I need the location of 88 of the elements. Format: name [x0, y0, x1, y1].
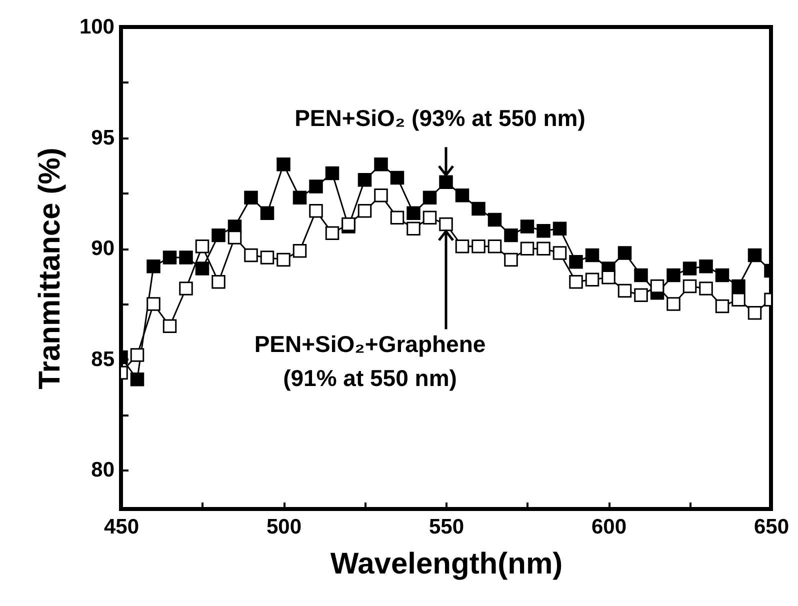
y-axis-title: Tranmittance (%) — [33, 148, 66, 390]
point — [715, 268, 730, 282]
point — [748, 306, 762, 320]
point — [292, 190, 307, 205]
point — [520, 220, 534, 234]
point — [276, 158, 290, 172]
point — [342, 217, 356, 232]
point — [634, 268, 648, 282]
point — [309, 180, 323, 194]
point — [699, 259, 713, 274]
point — [536, 242, 550, 256]
point — [699, 282, 713, 296]
point — [504, 228, 518, 242]
point — [406, 206, 420, 220]
point — [488, 212, 502, 227]
point — [146, 297, 160, 311]
point — [666, 297, 680, 311]
point — [146, 259, 160, 274]
annotation: PEN+SiO₂+Graphene (91% at 550 nm) — [254, 331, 486, 392]
point — [634, 288, 648, 302]
point — [276, 252, 290, 267]
point — [228, 230, 242, 244]
point — [212, 274, 226, 289]
point — [732, 279, 746, 294]
point — [212, 228, 226, 242]
point — [455, 188, 470, 202]
point — [552, 246, 567, 260]
point — [715, 299, 730, 314]
point — [292, 244, 307, 258]
point — [390, 210, 404, 224]
point — [195, 240, 210, 254]
point — [374, 158, 388, 172]
point — [472, 240, 486, 254]
annotation: PEN+SiO₂ (93% at 550 nm) — [294, 105, 586, 132]
point — [536, 224, 550, 238]
point — [244, 190, 258, 205]
x-tick-label: 650 — [754, 516, 790, 538]
point — [488, 240, 502, 254]
point — [748, 248, 762, 262]
point — [244, 248, 258, 262]
point — [374, 188, 388, 202]
point — [650, 279, 664, 294]
point — [358, 173, 372, 187]
point — [358, 204, 372, 218]
point — [732, 292, 746, 306]
point — [130, 372, 144, 386]
point — [260, 250, 274, 264]
point — [130, 348, 144, 362]
point — [179, 282, 193, 296]
point — [195, 262, 210, 276]
point — [390, 170, 404, 185]
point — [520, 242, 534, 256]
x-tick-label: 550 — [428, 516, 464, 538]
point — [618, 284, 632, 298]
point — [162, 250, 177, 264]
x-tick-label: 450 — [104, 516, 140, 538]
y-tick-label: 100 — [79, 16, 114, 38]
point — [325, 166, 340, 180]
x-tick-label: 500 — [266, 516, 302, 538]
point — [179, 250, 193, 264]
point — [422, 190, 437, 205]
point — [406, 222, 420, 236]
point — [325, 226, 340, 240]
point — [585, 272, 600, 287]
point — [666, 268, 680, 282]
point — [455, 240, 470, 254]
point — [585, 248, 600, 262]
point — [569, 274, 583, 289]
y-tick-label: 80 — [91, 458, 114, 482]
point — [682, 279, 697, 294]
point — [472, 202, 486, 216]
point — [569, 255, 583, 269]
point — [422, 210, 437, 224]
point — [309, 204, 323, 218]
point — [602, 270, 616, 284]
point — [504, 252, 518, 267]
y-tick-label: 85 — [91, 348, 115, 371]
x-axis-title: Wavelength(nm) — [330, 548, 563, 580]
x-tick-label: 600 — [591, 516, 627, 538]
point — [682, 262, 697, 276]
point — [618, 246, 632, 260]
point — [162, 319, 177, 334]
y-tick-label: 95 — [91, 126, 115, 150]
point — [260, 206, 274, 220]
point — [439, 217, 453, 232]
point — [439, 175, 453, 189]
y-tick-label: 90 — [91, 237, 114, 260]
point — [552, 222, 567, 236]
